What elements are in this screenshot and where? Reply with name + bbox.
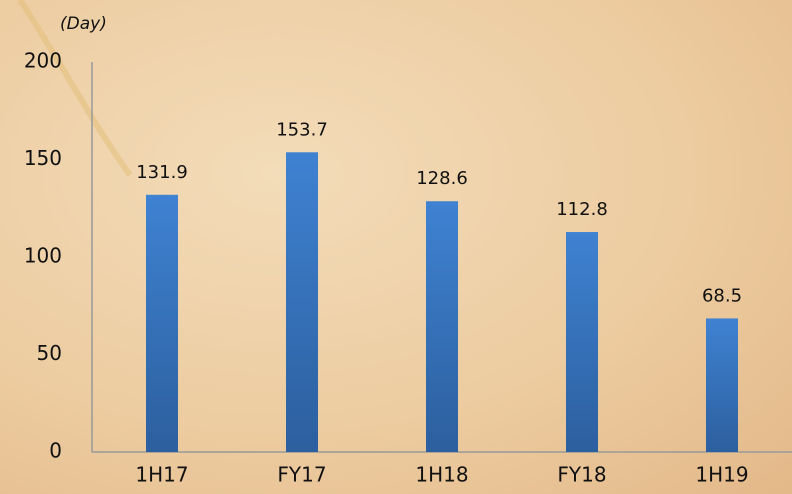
bar [426,201,458,452]
data-label: 131.9 [136,162,188,183]
y-tick-label: 200 [24,49,62,73]
x-tick-label: 1H19 [695,463,748,487]
decoration [17,0,133,177]
data-label: 128.6 [416,168,468,189]
x-tick-label: FY17 [277,463,326,487]
bar [706,318,738,452]
y-tick-label: 100 [24,244,62,268]
x-tick-label: 1H18 [415,463,468,487]
bar [146,194,178,453]
y-tick-label: 150 [24,146,62,170]
bar [566,232,598,452]
x-tick-label: FY18 [557,463,606,487]
y-tick-label: 50 [37,341,62,365]
data-label: 153.7 [276,119,328,140]
y-tick-label: 0 [49,439,62,463]
axis-label: (Day) [60,14,107,34]
bar [286,152,318,452]
x-tick-label: 1H17 [135,463,188,487]
data-label: 68.5 [702,285,742,306]
data-label: 112.8 [556,199,608,220]
